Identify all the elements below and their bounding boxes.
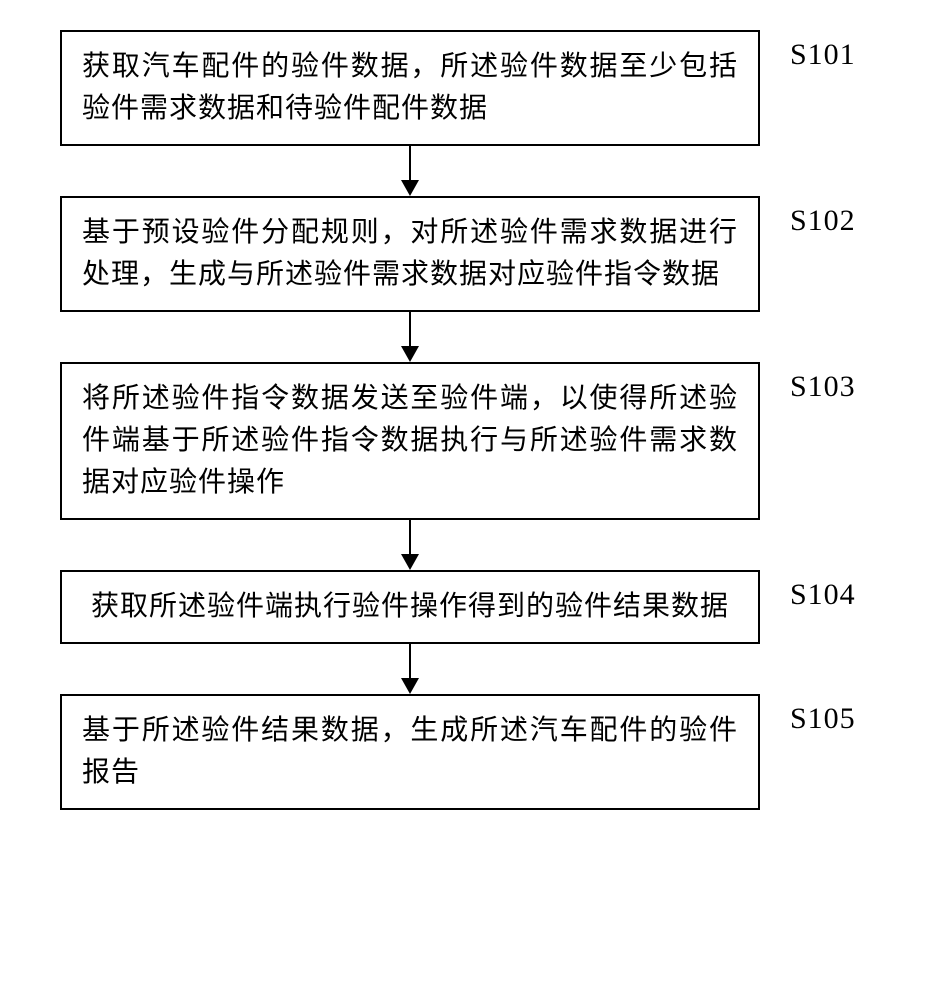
flowchart-container: 获取汽车配件的验件数据，所述验件数据至少包括验件需求数据和待验件配件数据 S10… xyxy=(60,30,870,810)
step-label: S105 xyxy=(790,702,856,736)
step-row: 将所述验件指令数据发送至验件端，以使得所述验件端基于所述验件指令数据执行与所述验… xyxy=(60,362,870,520)
step-label: S102 xyxy=(790,204,856,238)
step-text: 获取所述验件端执行验件操作得到的验件结果数据 xyxy=(91,586,729,628)
step-row: 基于所述验件结果数据，生成所述汽车配件的验件报告 S105 xyxy=(60,694,870,810)
step-row: 获取所述验件端执行验件操作得到的验件结果数据 S104 xyxy=(60,570,870,644)
step-text: 基于所述验件结果数据，生成所述汽车配件的验件报告 xyxy=(82,710,738,794)
arrow-down-icon xyxy=(401,146,419,196)
arrow-down-icon xyxy=(401,312,419,362)
step-label: S104 xyxy=(790,578,856,612)
step-text: 获取汽车配件的验件数据，所述验件数据至少包括验件需求数据和待验件配件数据 xyxy=(82,46,738,130)
step-box-3: 将所述验件指令数据发送至验件端，以使得所述验件端基于所述验件指令数据执行与所述验… xyxy=(60,362,760,520)
arrow-container xyxy=(60,146,760,196)
step-box-2: 基于预设验件分配规则，对所述验件需求数据进行处理，生成与所述验件需求数据对应验件… xyxy=(60,196,760,312)
step-row: 获取汽车配件的验件数据，所述验件数据至少包括验件需求数据和待验件配件数据 S10… xyxy=(60,30,870,146)
step-box-5: 基于所述验件结果数据，生成所述汽车配件的验件报告 xyxy=(60,694,760,810)
step-text: 基于预设验件分配规则，对所述验件需求数据进行处理，生成与所述验件需求数据对应验件… xyxy=(82,212,738,296)
step-row: 基于预设验件分配规则，对所述验件需求数据进行处理，生成与所述验件需求数据对应验件… xyxy=(60,196,870,312)
step-box-4: 获取所述验件端执行验件操作得到的验件结果数据 xyxy=(60,570,760,644)
step-box-1: 获取汽车配件的验件数据，所述验件数据至少包括验件需求数据和待验件配件数据 xyxy=(60,30,760,146)
arrow-container xyxy=(60,520,760,570)
arrow-container xyxy=(60,312,760,362)
step-label: S101 xyxy=(790,38,856,72)
step-text: 将所述验件指令数据发送至验件端，以使得所述验件端基于所述验件指令数据执行与所述验… xyxy=(82,378,738,504)
arrow-down-icon xyxy=(401,644,419,694)
arrow-down-icon xyxy=(401,520,419,570)
arrow-container xyxy=(60,644,760,694)
step-label: S103 xyxy=(790,370,856,404)
